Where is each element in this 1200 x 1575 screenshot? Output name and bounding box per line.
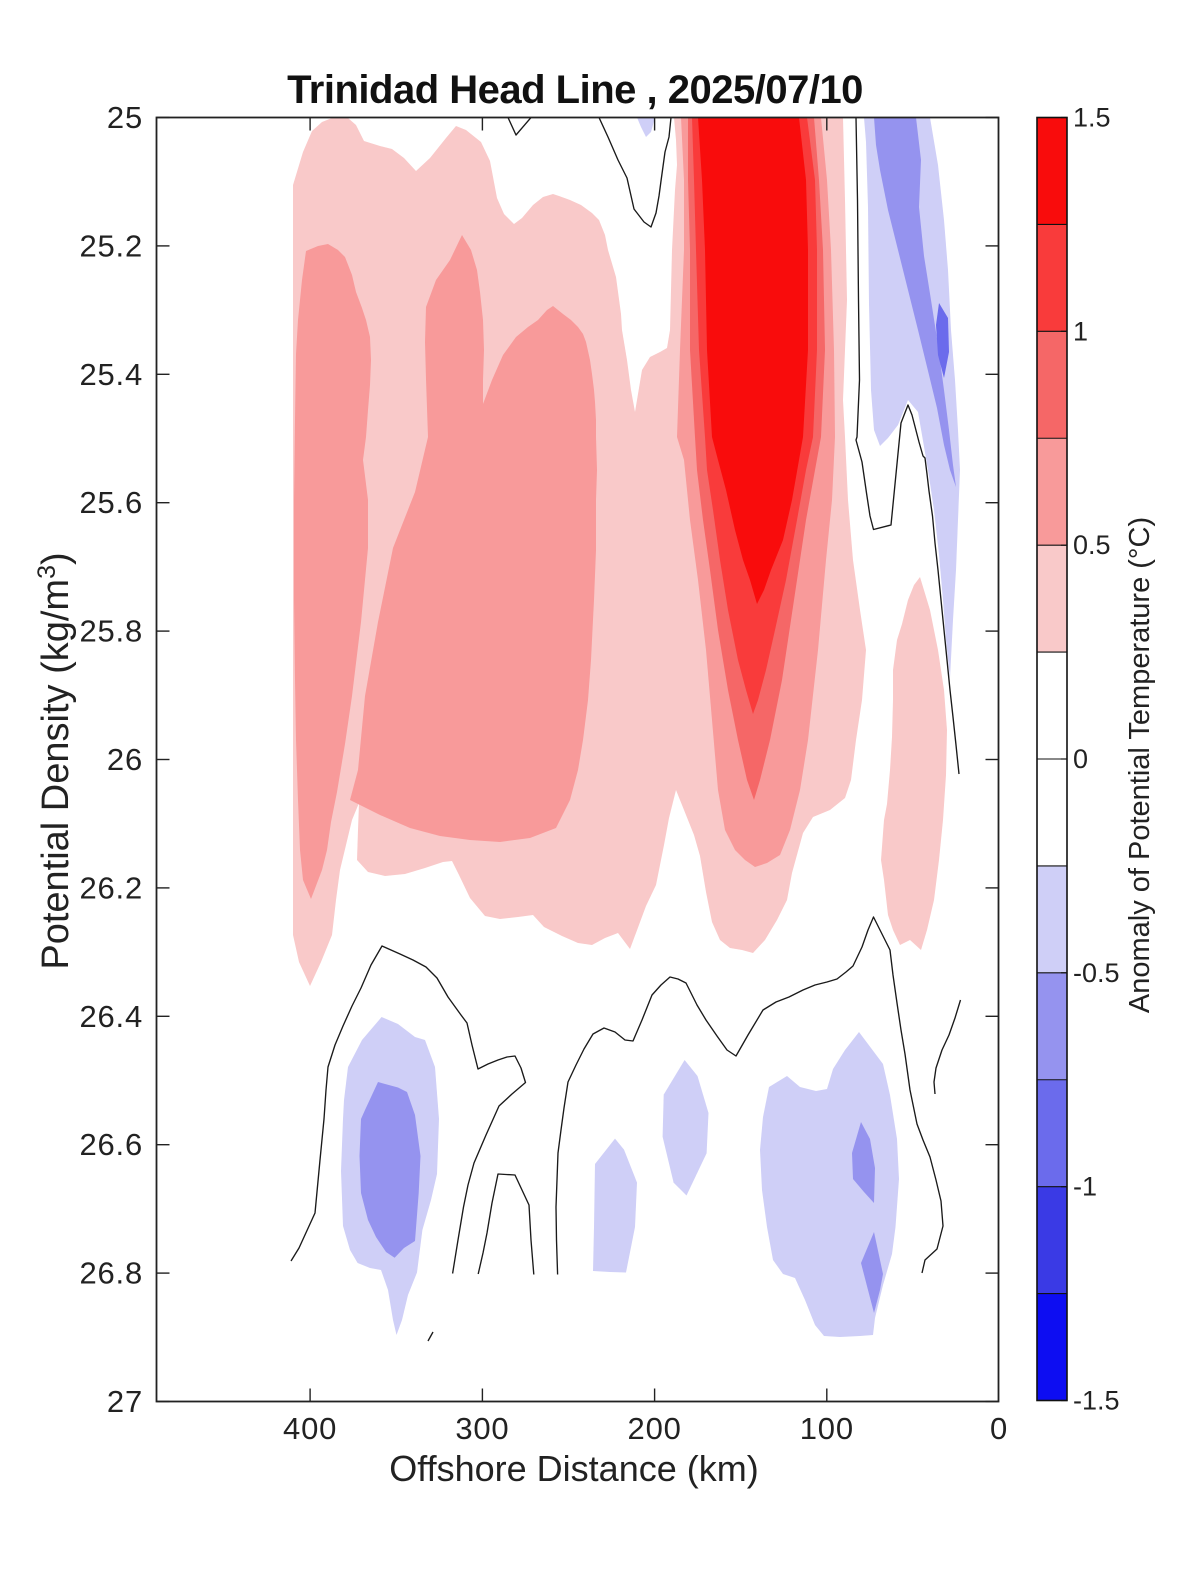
svg-text:26.6: 26.6 <box>79 1127 143 1162</box>
svg-text:-0.5: -0.5 <box>1073 958 1120 988</box>
svg-text:26.2: 26.2 <box>79 870 143 905</box>
svg-text:25: 25 <box>107 100 143 135</box>
svg-text:400: 400 <box>283 1411 337 1446</box>
svg-text:Trinidad Head Line , 2025/07/1: Trinidad Head Line , 2025/07/10 <box>287 68 863 112</box>
svg-text:26.8: 26.8 <box>79 1256 143 1291</box>
svg-text:26: 26 <box>107 742 143 777</box>
svg-text:0: 0 <box>1073 744 1088 774</box>
svg-text:0.5: 0.5 <box>1073 530 1111 560</box>
svg-text:25.2: 25.2 <box>79 228 143 263</box>
svg-text:0: 0 <box>990 1411 1008 1446</box>
svg-text:25.6: 25.6 <box>79 485 143 520</box>
svg-text:26.4: 26.4 <box>79 999 143 1034</box>
svg-text:Potential Density (kg/m3): Potential Density (kg/m3) <box>33 552 77 969</box>
svg-text:200: 200 <box>628 1411 682 1446</box>
svg-text:25.4: 25.4 <box>79 357 143 392</box>
svg-text:25.8: 25.8 <box>79 614 143 649</box>
svg-text:100: 100 <box>800 1411 854 1446</box>
svg-text:Anomaly of Potential Temperatu: Anomaly of Potential Temperature (°C) <box>1124 517 1156 1013</box>
svg-text:27: 27 <box>107 1384 143 1419</box>
svg-text:-1.5: -1.5 <box>1073 1386 1120 1416</box>
svg-text:-1: -1 <box>1073 1172 1097 1202</box>
svg-text:Offshore Distance (km): Offshore Distance (km) <box>389 1448 758 1489</box>
svg-text:1: 1 <box>1073 316 1088 346</box>
svg-text:1.5: 1.5 <box>1073 103 1111 133</box>
svg-text:300: 300 <box>455 1411 509 1446</box>
